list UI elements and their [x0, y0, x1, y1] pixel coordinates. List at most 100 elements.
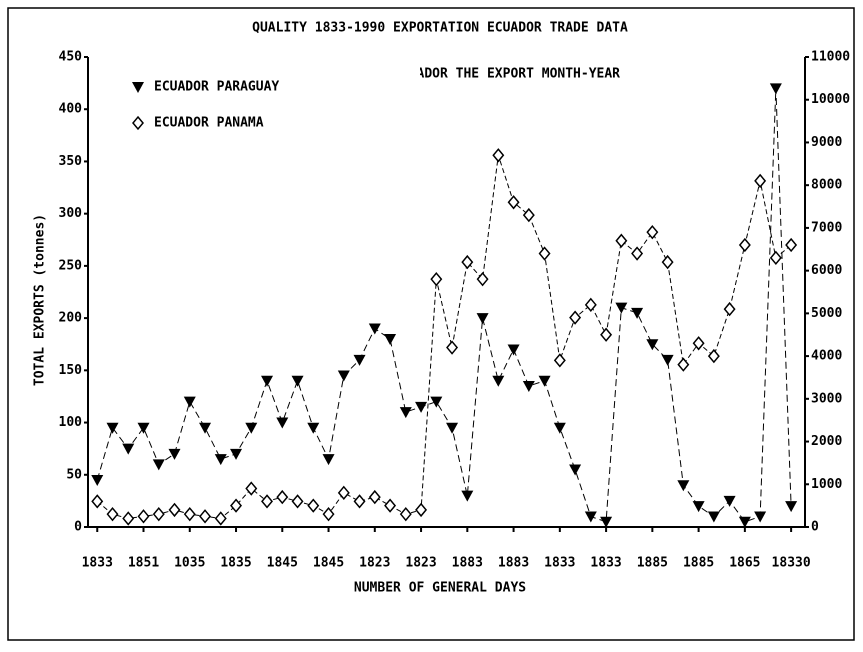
diamond-marker	[446, 340, 459, 355]
diamond-marker	[384, 498, 397, 513]
x-tick-label: 1845	[267, 556, 298, 571]
diamond-marker	[291, 494, 304, 509]
x-tick-label: 1883	[452, 556, 483, 571]
triangle-marker	[199, 422, 212, 434]
diamond-marker	[261, 494, 273, 509]
diamond-marker	[199, 509, 212, 524]
diamond-marker	[785, 237, 798, 253]
triangle-marker	[677, 480, 690, 492]
triangle-marker	[276, 417, 289, 429]
diamond-marker	[122, 511, 135, 526]
diamond-marker	[723, 301, 736, 317]
triangle-marker	[430, 396, 443, 408]
y2-tick-label: 11000	[811, 50, 850, 65]
triangle-marker	[446, 422, 459, 434]
diamond-marker	[661, 254, 674, 270]
y-tick-label: 150	[59, 363, 83, 378]
diamond-marker	[276, 489, 289, 505]
triangle-marker	[307, 422, 320, 434]
triangle-marker	[631, 307, 644, 319]
series-line	[96, 88, 792, 523]
triangle-marker	[261, 375, 274, 387]
diamond-marker	[106, 507, 119, 522]
triangle-marker	[384, 334, 397, 345]
y2-tick-label: 5000	[811, 306, 842, 321]
triangle-marker	[723, 495, 736, 507]
diamond-marker	[677, 357, 690, 372]
triangle-marker	[738, 516, 751, 528]
triangle-marker	[91, 475, 104, 486]
x-tick-label: 1885	[683, 556, 714, 571]
diamond-marker	[230, 498, 243, 513]
x-tick-label: 18330	[772, 556, 811, 571]
triangle-marker	[785, 501, 798, 513]
frame	[7, 7, 855, 641]
diamond-marker	[707, 348, 720, 364]
diamond-marker	[522, 207, 535, 223]
diamond-marker	[322, 507, 335, 522]
x-tick-label: 1823	[359, 556, 390, 571]
diamond-marker	[754, 173, 767, 189]
diamond-marker	[430, 272, 443, 287]
y-tick-label: 300	[59, 206, 83, 221]
diamond-marker	[132, 115, 144, 131]
triangle-marker	[415, 401, 428, 413]
y2-tick-label: 4000	[811, 349, 842, 364]
triangle-marker	[707, 511, 720, 523]
y-tick-label: 250	[59, 258, 83, 273]
triangle-marker	[461, 490, 474, 502]
x-tick-label: 1833	[544, 556, 575, 571]
diamond-marker	[461, 254, 474, 270]
triangle-marker	[522, 381, 535, 392]
diamond-marker	[214, 511, 227, 526]
diamond-marker	[600, 327, 613, 342]
x-tick-label: 1833	[82, 556, 113, 571]
diamond-marker	[399, 507, 412, 522]
y2-tick-label: 6000	[811, 263, 842, 278]
diamond-marker	[492, 148, 505, 163]
triangle-marker	[122, 443, 135, 455]
triangle-marker	[476, 313, 489, 325]
y2-tick-label: 3000	[811, 391, 842, 406]
x-tick-label: 1835	[220, 556, 251, 571]
diamond-marker	[476, 272, 489, 287]
legend-label: ECUADOR PARAGUAY	[154, 80, 279, 95]
diamond-marker	[337, 485, 350, 500]
diamond-marker	[168, 502, 181, 518]
triangle-marker	[368, 323, 381, 335]
triangle-marker	[230, 448, 243, 460]
x-tick-label: 1833	[590, 556, 621, 571]
y2-tick-label: 9000	[811, 135, 842, 150]
triangle-marker	[584, 511, 597, 523]
x-tick-label: 1035	[174, 556, 205, 571]
y-tick-label: 400	[59, 102, 83, 117]
y-tick-label: 450	[59, 50, 83, 65]
diamond-marker	[415, 502, 428, 518]
x-tick-label: 1823	[405, 556, 436, 571]
triangle-marker	[553, 422, 566, 434]
triangle-marker	[492, 375, 505, 387]
triangle-marker	[507, 344, 520, 356]
y-tick-label: 100	[59, 415, 83, 430]
diamond-marker	[553, 353, 566, 368]
y2-tick-label: 7000	[811, 220, 842, 235]
diamond-marker	[584, 297, 597, 312]
triangle-marker	[214, 454, 227, 466]
diamond-marker	[91, 494, 104, 509]
diamond-marker	[137, 509, 150, 524]
diamond-marker	[692, 336, 705, 351]
x-tick-label: 1883	[498, 556, 529, 571]
triangle-marker	[538, 375, 551, 387]
triangle-marker	[106, 422, 119, 434]
triangle-marker	[168, 448, 181, 460]
triangle-marker	[245, 422, 258, 434]
y-tick-label: 0	[74, 520, 82, 535]
y-tick-label: 200	[59, 311, 83, 326]
diamond-marker	[538, 246, 551, 261]
x-tick-label: 1851	[128, 556, 159, 571]
triangle-marker	[337, 370, 350, 382]
triangle-marker	[353, 354, 366, 366]
x-tick-label: 1885	[637, 556, 668, 571]
